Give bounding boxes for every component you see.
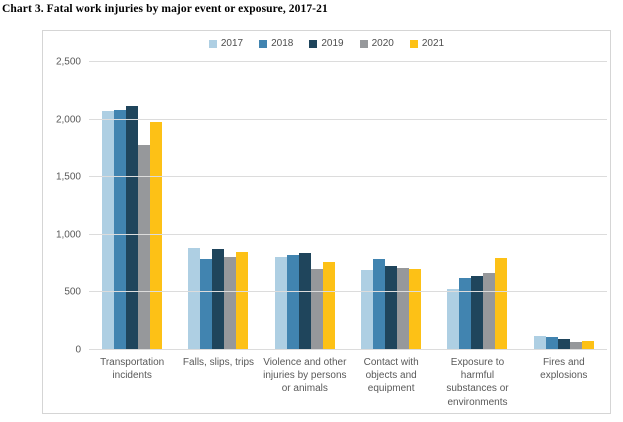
- x-axis-category-label: Violence and other injuries by persons o…: [263, 357, 347, 395]
- x-axis-category-label: Transportation incidents: [100, 357, 165, 382]
- bar-2021: [495, 258, 508, 350]
- bar-2017: [274, 257, 287, 350]
- bar-2021: [236, 252, 249, 350]
- bar-2019: [557, 338, 570, 350]
- plot-area: 0 500 1,000 1,500 2,000 2,500: [56, 57, 607, 356]
- bar-2019: [298, 253, 311, 350]
- bar-2021: [322, 262, 335, 350]
- y-axis-tick-label: 1,000: [55, 229, 81, 241]
- gridline: [89, 118, 607, 120]
- legend: 2017 2018 2019 2020 2021: [43, 38, 610, 49]
- legend-swatch-icon: [309, 39, 318, 48]
- bar-group: [348, 62, 434, 350]
- bar-2018: [200, 258, 213, 350]
- bar-2018: [286, 254, 299, 350]
- gridline: [89, 291, 607, 293]
- page-title: Chart 3. Fatal work injuries by major ev…: [2, 3, 328, 15]
- bar-2021: [409, 268, 422, 350]
- y-axis-tick-label: 2,500: [55, 56, 81, 68]
- legend-label: 2019: [321, 38, 344, 49]
- chart-frame: 2017 2018 2019 2020 2021 0 500 1,000 1,500 2,000…: [42, 30, 611, 414]
- x-axis-labels: Transportation incidents Falls, slips, tr…: [89, 356, 607, 409]
- x-axis-category-label: Falls, slips, trips: [182, 357, 255, 368]
- bar-group: [262, 62, 348, 350]
- legend-label: 2017: [220, 38, 244, 49]
- x-axis-category-label: Exposure to harmful substances or enviro…: [446, 357, 509, 408]
- bar-group: [89, 62, 175, 350]
- bar-2021: [581, 341, 594, 350]
- y-axis-tick-label: 2,000: [55, 114, 81, 126]
- bar-2018: [373, 259, 386, 350]
- bar-2020: [397, 267, 410, 350]
- y-axis-tick-label: 0: [75, 344, 81, 356]
- legend-swatch-icon: [208, 39, 217, 48]
- gridline: [89, 176, 607, 178]
- legend-item-2018: 2018: [259, 38, 293, 49]
- bar-2019: [212, 248, 225, 350]
- bar-2017: [102, 110, 115, 350]
- bar-2017: [188, 247, 201, 350]
- bar-2020: [138, 145, 151, 350]
- bar-2017: [447, 288, 460, 350]
- bar-2018: [545, 336, 558, 350]
- bar-2019: [385, 265, 398, 350]
- legend-label: 2018: [271, 38, 294, 49]
- legend-swatch-icon: [409, 39, 418, 48]
- bar-group: [521, 62, 607, 350]
- legend-item-2019: 2019: [309, 38, 344, 49]
- legend-item-2021: 2021: [409, 38, 445, 49]
- legend-label: 2020: [371, 38, 394, 49]
- x-axis-category-label: Fires and explosions: [540, 357, 588, 382]
- bar-group: [434, 62, 520, 350]
- legend-item-2017: 2017: [208, 38, 244, 49]
- bar-2020: [224, 257, 237, 350]
- bar-2021: [150, 121, 163, 350]
- bar-groups: [89, 62, 607, 350]
- bar-2017: [361, 269, 374, 350]
- x-axis-category-label: Contact with objects and equipment: [363, 357, 419, 395]
- bar-2018: [114, 110, 127, 350]
- bar-2019: [471, 276, 484, 350]
- y-axis-tick-label: 500: [64, 286, 81, 298]
- bar-2020: [310, 268, 323, 350]
- gridline: [89, 233, 607, 235]
- bar-2017: [533, 335, 546, 350]
- legend-swatch-icon: [359, 39, 368, 48]
- bar-2020: [569, 341, 582, 350]
- legend-label: 2021: [421, 38, 445, 49]
- bar-2020: [483, 272, 496, 350]
- bar-group: [175, 62, 261, 350]
- legend-item-2020: 2020: [359, 38, 394, 49]
- gridline: [89, 61, 607, 62]
- y-axis-tick-label: 1,500: [55, 171, 81, 183]
- bar-2019: [126, 105, 139, 350]
- gridline: [89, 349, 607, 350]
- bar-2018: [459, 278, 472, 350]
- legend-swatch-icon: [259, 39, 268, 48]
